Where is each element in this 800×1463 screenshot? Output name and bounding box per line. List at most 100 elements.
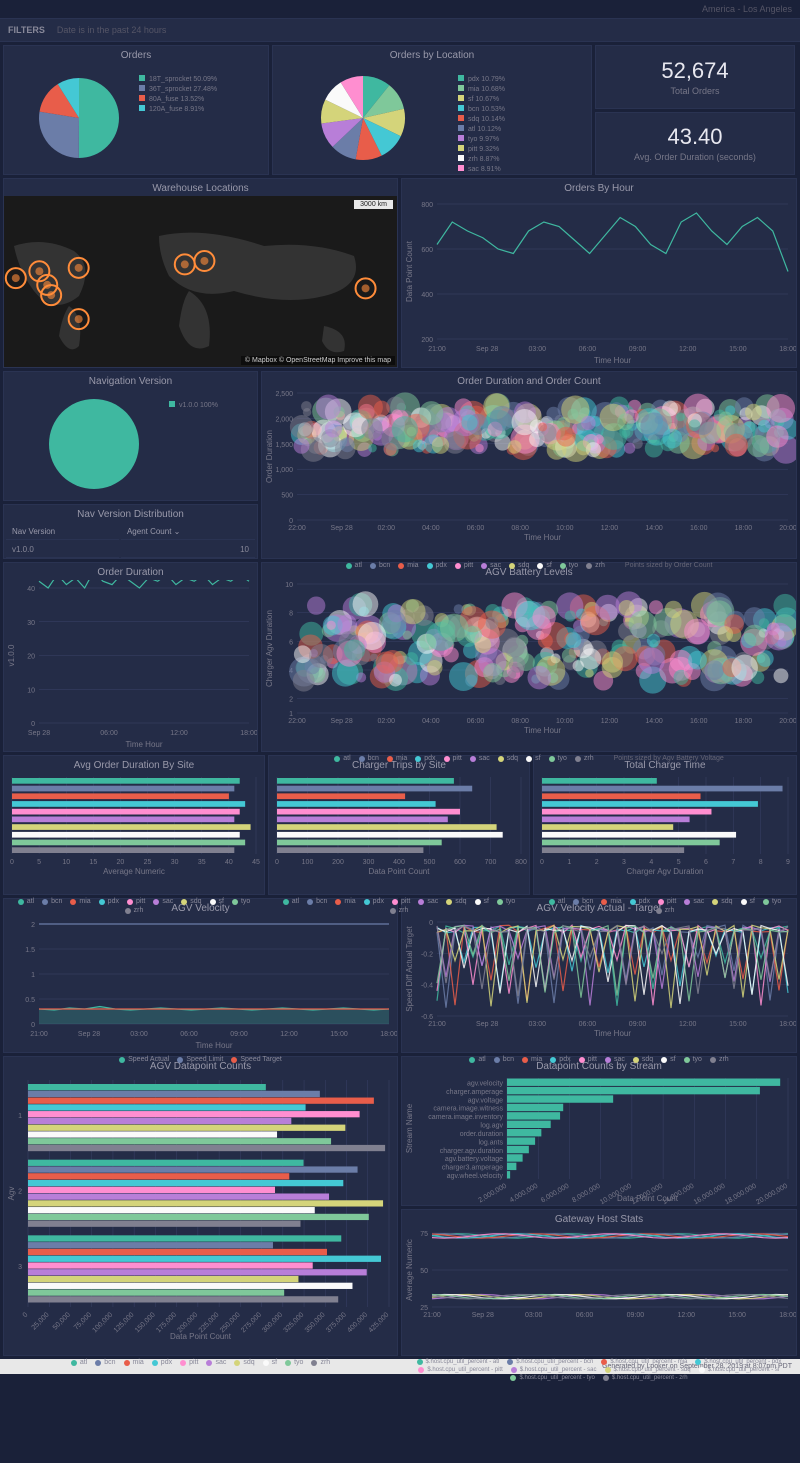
svg-text:5: 5 <box>37 859 41 866</box>
svg-text:18:00: 18:00 <box>779 1312 796 1319</box>
svg-text:0: 0 <box>22 1311 30 1319</box>
svg-text:-0.4: -0.4 <box>421 983 433 990</box>
svg-text:300: 300 <box>363 859 375 866</box>
svg-text:275,000: 275,000 <box>240 1311 263 1334</box>
kpi-value: 43.40 <box>667 124 722 150</box>
svg-text:08:00: 08:00 <box>511 525 529 532</box>
map-area[interactable]: 3000 km © Mapbox © OpenStreetMap Improve… <box>4 196 397 367</box>
panel-orders-by-hour[interactable]: Orders By Hour 20040060080021:00Sep 2803… <box>401 178 797 368</box>
panel-orders-location-pie[interactable]: Orders by Location pdx 10.79%mia 10.68%s… <box>272 45 592 175</box>
svg-text:300,000: 300,000 <box>261 1311 284 1334</box>
svg-text:Agv: Agv <box>7 1187 16 1201</box>
svg-text:Sep 28: Sep 28 <box>331 525 353 532</box>
svg-text:15:00: 15:00 <box>330 1031 348 1038</box>
panel-order-duration-count[interactable]: Order Duration and Order Count 05001,000… <box>261 371 797 559</box>
svg-text:03:00: 03:00 <box>529 1021 547 1028</box>
svg-text:tyo 9.97%: tyo 9.97% <box>468 136 499 143</box>
panel-order-duration[interactable]: Order Duration 010203040Sep 2806:0012:00… <box>3 562 258 752</box>
svg-text:16:00: 16:00 <box>690 525 708 532</box>
panel-title: Order Duration <box>4 563 257 580</box>
svg-text:2: 2 <box>595 859 599 866</box>
panel-nav-version[interactable]: Navigation Version v1.0.0 100% <box>3 371 258 501</box>
svg-text:12:00: 12:00 <box>601 525 619 532</box>
svg-text:375,000: 375,000 <box>325 1311 348 1334</box>
col-nav-version[interactable]: Nav Version <box>6 524 119 540</box>
svg-text:4: 4 <box>649 859 653 866</box>
svg-text:06:00: 06:00 <box>579 346 597 353</box>
svg-text:Time Hour: Time Hour <box>125 740 162 749</box>
svg-text:Average Numeric: Average Numeric <box>405 1239 414 1301</box>
panel-datapoints-stream[interactable]: Datapoint Counts by Stream 2,000,0004,00… <box>401 1056 797 1206</box>
svg-text:1: 1 <box>289 711 293 718</box>
svg-text:0: 0 <box>31 1022 35 1029</box>
panel-warehouse-map[interactable]: Warehouse Locations 3000 km © Mapbox © O… <box>3 178 398 368</box>
svg-text:18:00: 18:00 <box>735 525 753 532</box>
svg-text:18:00: 18:00 <box>380 1031 397 1038</box>
panel-agv-datapoints[interactable]: AGV Datapoint Counts 025,00050,00075,000… <box>3 1056 398 1356</box>
svg-text:40: 40 <box>225 859 233 866</box>
svg-text:800: 800 <box>421 202 433 209</box>
panel-agv-velocity[interactable]: AGV Velocity 00.511.5221:00Sep 2803:0006… <box>3 898 398 1053</box>
svg-text:30: 30 <box>27 620 35 627</box>
svg-text:sdq 10.14%: sdq 10.14% <box>468 116 505 123</box>
svg-text:21:00: 21:00 <box>30 1031 48 1038</box>
svg-text:12:00: 12:00 <box>170 730 188 737</box>
svg-text:12:00: 12:00 <box>679 346 697 353</box>
svg-text:36T_sprocket 27.48%: 36T_sprocket 27.48% <box>149 86 217 93</box>
svg-text:Time Hour: Time Hour <box>524 533 561 542</box>
svg-text:20: 20 <box>117 859 125 866</box>
svg-text:Sep 28: Sep 28 <box>472 1312 494 1319</box>
svg-text:8: 8 <box>759 859 763 866</box>
svg-text:400,000: 400,000 <box>346 1311 369 1334</box>
svg-text:40: 40 <box>27 586 35 593</box>
svg-text:Time Hour: Time Hour <box>594 1029 631 1038</box>
svg-text:log.agv: log.agv <box>480 1123 503 1130</box>
svg-text:04:00: 04:00 <box>422 525 440 532</box>
panel-total-charge[interactable]: Total Charge Time 0123456789Charger Agv … <box>533 755 797 895</box>
svg-text:04:00: 04:00 <box>422 718 440 725</box>
filter-text[interactable]: Date is in the past 24 hours <box>57 25 167 35</box>
svg-text:6: 6 <box>289 639 293 646</box>
panel-gateway-stats[interactable]: Gateway Host Stats 25507521:00Sep 2803:0… <box>401 1209 797 1356</box>
map-attribution[interactable]: © Mapbox © OpenStreetMap Improve this ma… <box>241 356 395 365</box>
nav-dist-table: Nav Version Agent Count ⌄ v1.0.0 10 <box>4 522 257 560</box>
svg-text:06:00: 06:00 <box>576 1312 594 1319</box>
panel-agv-velocity-diff[interactable]: AGV Velocity Actual - Target -0.6-0.4-0.… <box>401 898 797 1053</box>
svg-text:18:00: 18:00 <box>735 718 753 725</box>
svg-text:06:00: 06:00 <box>180 1031 198 1038</box>
panel-nav-distribution[interactable]: Nav Version Distribution Nav Version Age… <box>3 504 258 559</box>
panel-orders-pie[interactable]: Orders 18T_sprocket 50.09%36T_sprocket 2… <box>3 45 269 175</box>
svg-text:10:00: 10:00 <box>556 525 574 532</box>
svg-text:Time Hour: Time Hour <box>195 1041 232 1050</box>
svg-text:18:00: 18:00 <box>779 1021 796 1028</box>
svg-text:06:00: 06:00 <box>467 718 485 725</box>
svg-text:200,000: 200,000 <box>176 1311 199 1334</box>
svg-text:08:00: 08:00 <box>511 718 529 725</box>
panel-avg-duration-site[interactable]: Avg Order Duration By Site 0510152025303… <box>3 755 265 895</box>
filters-label: FILTERS <box>8 25 45 35</box>
svg-text:-0.6: -0.6 <box>421 1014 433 1021</box>
panel-agv-battery[interactable]: AGV Battery Levels 124681022:00Sep 2802:… <box>261 562 797 752</box>
svg-text:8: 8 <box>289 611 293 618</box>
svg-text:12:00: 12:00 <box>679 1021 697 1028</box>
svg-text:0: 0 <box>275 859 279 866</box>
kpi-avg-duration[interactable]: 43.40 Avg. Order Duration (seconds) <box>595 112 795 176</box>
col-agent-count[interactable]: Agent Count ⌄ <box>121 524 255 540</box>
svg-text:5: 5 <box>677 859 681 866</box>
svg-text:order.duration: order.duration <box>460 1131 503 1138</box>
svg-text:03:00: 03:00 <box>525 1312 543 1319</box>
panel-charger-trips[interactable]: Charger Trips by Site 010020030040050060… <box>268 755 530 895</box>
top-bar: America - Los Angeles <box>0 0 800 18</box>
svg-text:Data Point Count: Data Point Count <box>405 240 414 302</box>
kpi-total-orders[interactable]: 52,674 Total Orders <box>595 45 795 109</box>
svg-text:2: 2 <box>289 697 293 704</box>
svg-text:75,000: 75,000 <box>73 1311 93 1331</box>
svg-text:2,000: 2,000 <box>275 416 293 423</box>
svg-text:800: 800 <box>515 859 527 866</box>
svg-text:15: 15 <box>89 859 97 866</box>
svg-text:v1.0.0 100%: v1.0.0 100% <box>179 402 218 409</box>
svg-text:sac 8.91%: sac 8.91% <box>468 166 501 173</box>
svg-text:Charger Agv Duration: Charger Agv Duration <box>627 867 704 876</box>
svg-text:150,000: 150,000 <box>134 1311 157 1334</box>
svg-text:1,500: 1,500 <box>275 442 293 449</box>
